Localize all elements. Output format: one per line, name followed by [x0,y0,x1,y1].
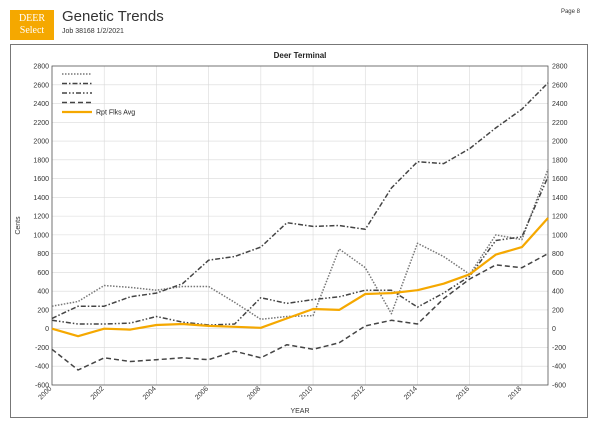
page-number: Page 8 [560,9,580,15]
legend-label-5: Rpt Flks Avg [96,110,135,117]
y-tick-label-right: 2600 [552,82,568,89]
y-tick-label-left: 1800 [33,157,49,164]
y-tick-label-right: 1600 [552,176,568,183]
y-tick-label-left: 1600 [33,176,49,183]
y-tick-label-right: 1200 [552,214,568,221]
series-line-1 [51,168,549,321]
y-tick-label-right: 2800 [552,64,568,71]
y-tick-label-left: -400 [35,364,49,371]
series-line-2 [51,82,549,320]
y-tick-label-left: 2800 [33,64,49,71]
job-subtitle: Job 38168 1/2/2021 [62,28,124,35]
x-axis-label: YEAR [290,408,309,415]
chart-title: Deer Terminal [274,51,327,60]
deer-select-logo: DEER Select [10,10,54,40]
y-tick-label-left: 0 [45,326,49,333]
y-tick-label-right: 1800 [552,157,568,164]
y-tick-label-right: 200 [552,307,564,314]
y-axis-label: Cents [15,216,22,235]
y-tick-label-left: 2400 [33,101,49,108]
series-line-4 [51,252,549,371]
y-tick-label-left: 200 [37,307,49,314]
plot-area [51,65,549,386]
x-tick-label: 2008 [246,385,262,401]
x-tick-label: 2004 [142,385,158,401]
y-tick-label-right: 0 [552,326,556,333]
y-tick-label-left: 1000 [33,232,49,239]
y-tick-label-left: -200 [35,345,49,352]
y-tick-label-left: -600 [35,383,49,390]
y-tick-label-right: 800 [552,251,564,258]
x-tick-label: 2006 [194,385,210,401]
y-tick-label-right: 2000 [552,139,568,146]
x-tick-label: 2012 [351,385,367,401]
y-tick-label-left: 400 [37,289,49,296]
y-tick-label-left: 2600 [33,82,49,89]
y-tick-label-left: 800 [37,251,49,258]
y-tick-label-left: 1400 [33,195,49,202]
series-line-5 [51,217,549,338]
y-tick-label-left: 600 [37,270,49,277]
x-tick-label: 2014 [403,385,419,401]
y-tick-label-right: 1000 [552,232,568,239]
y-tick-label-right: 2200 [552,120,568,127]
page-title: Genetic Trends [62,8,164,25]
series-line-3 [51,176,549,326]
y-tick-label-right: 600 [552,270,564,277]
x-tick-label: 2016 [455,385,471,401]
y-tick-label-right: -400 [552,364,566,371]
y-tick-label-left: 2000 [33,139,49,146]
y-tick-label-right: 1400 [552,195,568,202]
x-tick-label: 2018 [507,385,523,401]
y-tick-label-right: -200 [552,345,566,352]
x-tick-label: 2002 [90,385,106,401]
chart-frame [10,44,588,418]
y-tick-label-right: -600 [552,383,566,390]
logo-line-2: Select [19,25,45,36]
logo-line-1: DEER [18,13,46,24]
x-tick-label: 2010 [299,385,315,401]
y-tick-label-left: 2200 [33,120,49,127]
y-tick-label-left: 1200 [33,214,49,221]
y-tick-label-right: 2400 [552,101,568,108]
y-tick-label-right: 400 [552,289,564,296]
